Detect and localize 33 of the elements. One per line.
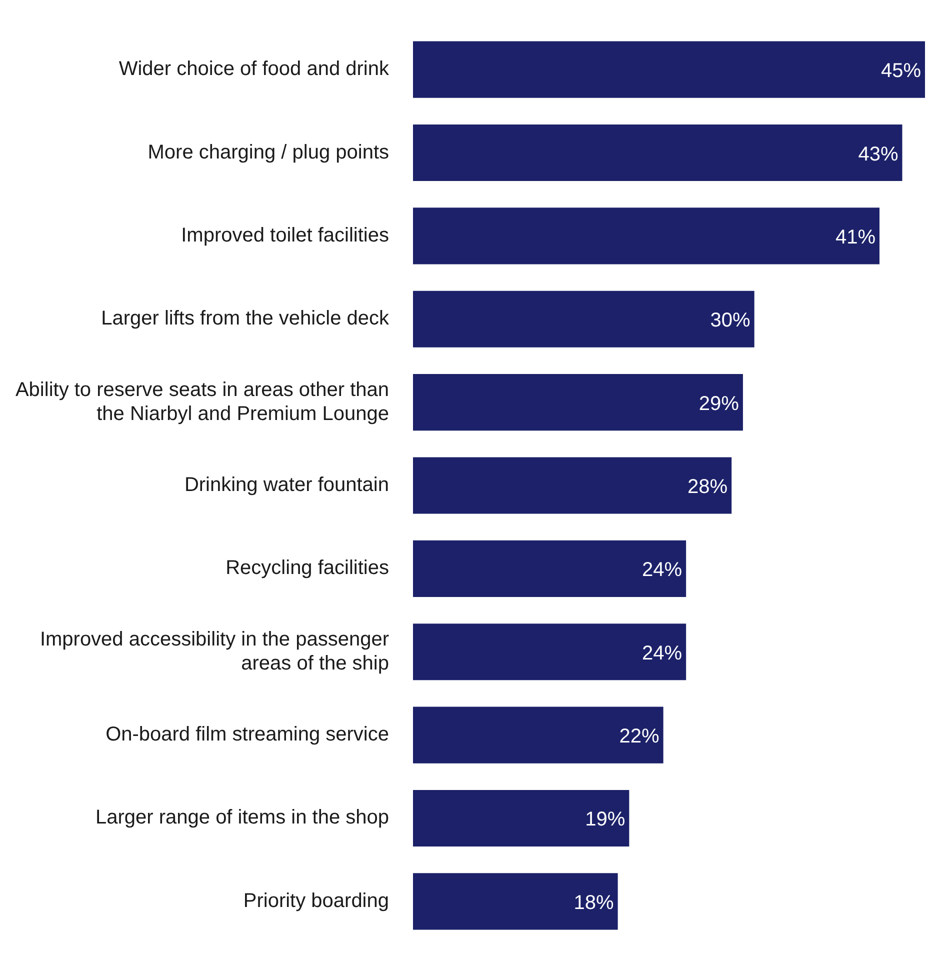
y-tick-label: Larger lifts from the vehicle deck xyxy=(101,308,390,330)
data-label: 28% xyxy=(688,476,728,498)
bar xyxy=(413,790,630,847)
data-label: 41% xyxy=(835,226,876,248)
bar xyxy=(413,624,686,680)
y-tick-label: Drinking water fountain xyxy=(184,474,389,496)
data-label: 43% xyxy=(858,143,898,166)
data-label: 22% xyxy=(619,726,660,748)
bar xyxy=(413,457,732,514)
data-label: 29% xyxy=(698,392,740,415)
bar xyxy=(413,706,664,764)
y-tick-label: Recycling facilities xyxy=(226,557,389,580)
y-tick-label: More charging / plug points xyxy=(148,141,389,164)
bar xyxy=(413,873,618,930)
bar xyxy=(413,374,743,431)
bar xyxy=(413,41,925,98)
y-tick-label: Wider choice of food and drink xyxy=(118,58,390,80)
data-label: 45% xyxy=(880,60,922,82)
data-label: 30% xyxy=(710,310,751,332)
y-tick-label: Improved toilet facilities xyxy=(181,224,389,246)
bar xyxy=(413,290,754,348)
bar xyxy=(413,124,902,182)
bar xyxy=(413,540,686,597)
bar xyxy=(413,208,880,264)
data-label: 24% xyxy=(642,642,682,664)
y-tick-label: Improved accessibility in the passenger areas of the ship xyxy=(40,628,390,674)
data-label: 24% xyxy=(642,559,682,582)
y-tick-label: On-board film streaming service xyxy=(106,724,389,746)
data-label: 18% xyxy=(574,892,614,914)
data-label: 19% xyxy=(585,808,626,831)
y-tick-label: Ability to reserve seats in areas other than the Niarbyl and Premium Lounge xyxy=(15,378,389,425)
y-tick-label: Priority boarding xyxy=(243,890,389,912)
y-tick-label: Larger range of items in the shop xyxy=(95,806,389,829)
